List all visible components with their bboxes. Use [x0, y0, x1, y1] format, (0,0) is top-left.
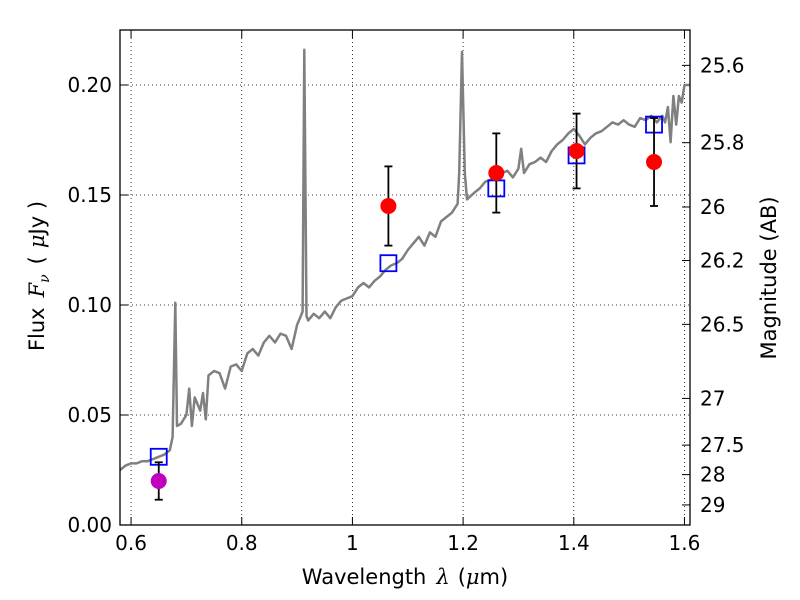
- y-tick-label: 0.20: [67, 73, 112, 97]
- plot-frame: [119, 29, 691, 526]
- model-photometry-marker: [379, 254, 398, 273]
- x-tick-label: 1: [346, 531, 359, 555]
- x-tick-label: 1.4: [558, 531, 590, 555]
- y2-tick-label: 25.8: [700, 131, 745, 155]
- grid-lines: [120, 30, 690, 526]
- observed-detection-marker: [568, 143, 585, 159]
- y2-axis-label: Magnitude (AB): [757, 196, 781, 359]
- y2-tick-label: 25.6: [700, 53, 745, 77]
- axis-ticks: 0.6 0.8 1 1.2 1.4 1.6 0.00 0.05 0.10 0.15 0.20 25.6…: [67, 30, 745, 555]
- y2-tick-label: 28: [700, 463, 725, 487]
- x-tick-label: 0.6: [115, 531, 147, 555]
- y2-tick-label: 26: [700, 195, 725, 219]
- x-tick-label: 1.2: [447, 531, 479, 555]
- y2-tick-label: 26.2: [700, 249, 745, 273]
- model-spectrum-line: [120, 48, 690, 471]
- y-tick-label: 0.15: [67, 183, 112, 207]
- y-tick-label: 0.10: [67, 293, 112, 317]
- x-axis-label: Wavelength λ (μm): [302, 565, 508, 589]
- plot-area: [120, 48, 690, 501]
- observed-detection-marker: [646, 154, 663, 170]
- y2-tick-label: 27: [700, 386, 725, 410]
- y2-tick-label: 26.5: [700, 312, 745, 336]
- x-tick-label: 1.6: [669, 531, 701, 555]
- x-tick-label: 0.8: [226, 531, 258, 555]
- y-tick-label: 0.05: [67, 403, 112, 427]
- observed-detection-marker: [380, 198, 397, 214]
- observed-limit-marker: [150, 473, 167, 489]
- y2-tick-label: 29: [700, 493, 725, 517]
- y-tick-label: 0.00: [67, 513, 112, 537]
- y2-tick-label: 27.5: [700, 433, 745, 457]
- observed-detection-marker: [488, 165, 505, 181]
- y-axis-label: FluxFν(μJy ): [25, 201, 53, 351]
